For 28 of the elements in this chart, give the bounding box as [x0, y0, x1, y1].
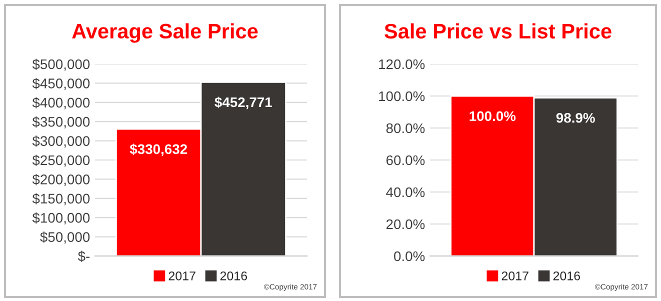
y-tick-label: $100,000 — [32, 212, 90, 224]
legend-label: 2016 — [220, 271, 248, 280]
y-tick-label: $450,000 — [32, 78, 90, 90]
y-tick-label: $500,000 — [32, 58, 90, 71]
legend-label: 2017 — [168, 271, 196, 280]
data-label: 100.0% — [470, 111, 516, 122]
chart-title: Average Sale Price — [72, 23, 258, 43]
y-tick-label: 40.0% — [386, 187, 425, 198]
y-tick-label: $400,000 — [32, 97, 90, 110]
y-tick-label: $50,000 — [40, 232, 90, 244]
y-tick-label: 20.0% — [386, 219, 425, 230]
y-tick-label: $- — [78, 250, 90, 262]
y-tick-label: $200,000 — [32, 174, 90, 186]
legend-label: 2017 — [502, 271, 528, 280]
chart-title: Sale Price vs List Price — [384, 23, 612, 39]
y-tick-label: 60.0% — [386, 155, 425, 166]
y-tick-label: $300,000 — [32, 136, 90, 148]
y-tick-label: 100.0% — [379, 91, 425, 102]
data-label: $452,771 — [214, 96, 272, 110]
data-label: 98.9% — [556, 112, 595, 123]
data-label: $330,632 — [130, 144, 188, 156]
y-tick-label: $150,000 — [32, 193, 90, 206]
legend-label: 2016 — [553, 271, 580, 280]
y-tick-label: 80.0% — [386, 123, 425, 134]
y-tick-label: 120.0% — [379, 59, 425, 70]
y-tick-label: $350,000 — [32, 116, 90, 128]
y-tick-label: 0.0% — [394, 251, 425, 262]
y-tick-label: $250,000 — [32, 154, 90, 167]
